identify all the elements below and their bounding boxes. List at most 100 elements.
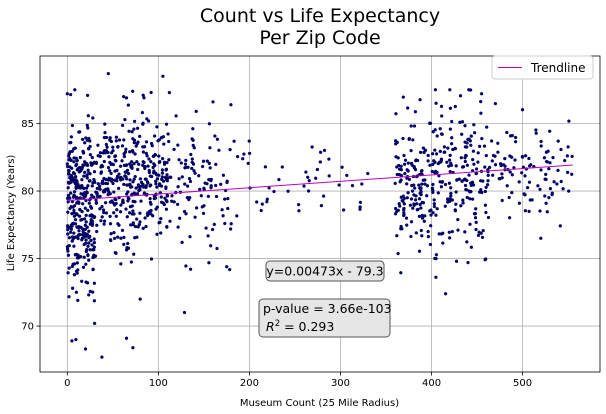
data-point: [123, 174, 127, 178]
data-point: [418, 150, 423, 155]
data-point: [92, 299, 97, 303]
data-point: [86, 168, 90, 172]
data-point: [152, 134, 157, 138]
data-point: [322, 148, 327, 153]
x-tick-label: 500: [513, 378, 532, 389]
data-point: [228, 267, 232, 272]
data-point: [78, 196, 82, 200]
data-point: [123, 150, 128, 154]
data-point: [469, 181, 473, 185]
data-point: [157, 154, 161, 158]
data-point: [104, 181, 108, 186]
data-point: [68, 165, 72, 169]
data-point: [81, 202, 85, 206]
data-point: [85, 247, 89, 252]
data-point: [534, 131, 538, 135]
data-point: [135, 142, 139, 146]
data-point: [90, 213, 95, 218]
data-point: [198, 187, 202, 192]
data-point: [536, 184, 540, 188]
data-point: [69, 173, 74, 178]
data-point: [430, 186, 435, 190]
data-point: [66, 168, 71, 173]
data-point: [176, 143, 180, 147]
data-point: [77, 224, 81, 229]
data-point: [149, 160, 153, 164]
data-point: [164, 207, 169, 211]
data-point: [182, 209, 187, 214]
data-point: [160, 168, 165, 172]
data-point: [172, 147, 176, 152]
data-point: [546, 149, 550, 153]
data-point: [141, 121, 145, 125]
data-point: [82, 217, 87, 221]
data-point: [80, 178, 84, 182]
data-point: [155, 185, 159, 189]
data-point: [95, 186, 99, 191]
r-squared-exponent: 2: [275, 319, 280, 329]
data-point: [158, 159, 162, 164]
data-point: [87, 258, 91, 262]
data-point: [401, 136, 405, 141]
data-point: [86, 253, 90, 257]
data-point: [84, 213, 88, 218]
data-point: [92, 321, 97, 326]
data-point: [136, 225, 140, 229]
data-point: [133, 174, 137, 179]
data-point: [229, 103, 233, 107]
data-point: [448, 127, 453, 131]
data-point: [191, 143, 195, 148]
data-point: [489, 139, 494, 143]
data-point: [454, 164, 458, 168]
data-point: [432, 204, 437, 209]
data-point: [209, 177, 213, 182]
data-point: [423, 182, 427, 186]
data-point: [79, 218, 83, 222]
data-point: [485, 125, 489, 129]
data-point: [81, 229, 85, 234]
data-point: [67, 295, 71, 299]
data-point: [545, 160, 549, 164]
data-point: [360, 182, 364, 186]
data-point: [420, 234, 424, 238]
x-tick-label: 100: [149, 378, 168, 389]
data-point: [448, 169, 452, 174]
data-point: [450, 229, 454, 234]
data-point: [399, 178, 403, 182]
data-point: [418, 202, 422, 207]
data-point: [126, 241, 130, 246]
data-point: [161, 201, 165, 205]
data-point: [118, 176, 122, 180]
data-point: [124, 96, 129, 100]
data-point: [413, 110, 418, 114]
data-point: [118, 164, 123, 168]
data-point: [165, 199, 169, 204]
data-point: [448, 153, 452, 158]
data-point: [337, 183, 341, 187]
data-point: [89, 193, 94, 197]
data-point: [405, 223, 409, 227]
data-point: [124, 147, 128, 151]
data-point: [94, 200, 99, 205]
data-point: [70, 339, 74, 343]
data-point: [486, 179, 490, 183]
data-point: [207, 122, 212, 126]
data-point: [507, 195, 511, 200]
data-point: [109, 151, 114, 155]
data-point: [104, 177, 108, 182]
data-point: [106, 71, 110, 76]
data-point: [477, 144, 482, 149]
data-point: [172, 200, 176, 204]
data-point: [72, 160, 76, 164]
data-point: [127, 129, 131, 133]
data-point: [440, 114, 444, 118]
data-point: [148, 196, 152, 201]
data-point: [534, 128, 538, 132]
data-point: [394, 155, 398, 159]
data-point: [459, 156, 463, 160]
data-point: [122, 242, 126, 247]
data-point: [394, 112, 398, 116]
data-point: [447, 158, 452, 162]
data-point: [429, 208, 433, 212]
data-point: [563, 158, 567, 163]
